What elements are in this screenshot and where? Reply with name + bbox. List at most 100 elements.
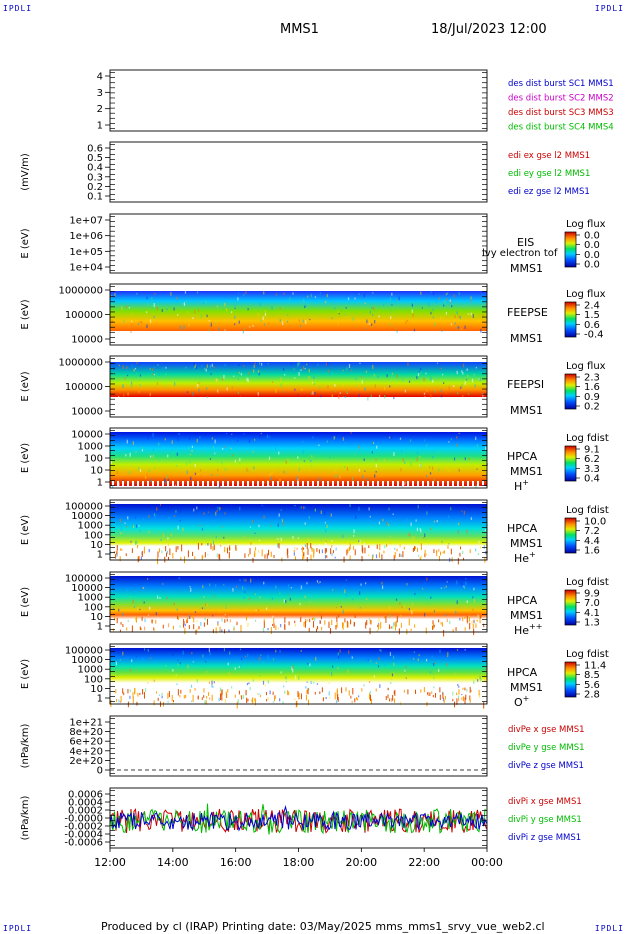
hpca_h-texture-cell [166, 475, 168, 479]
hpca_hepp-texture-cell [449, 620, 451, 625]
feepse-texture-cell [449, 299, 451, 302]
hpca_he-texture-cell [174, 515, 176, 518]
hpca_o-texture-cell [217, 667, 219, 669]
hpca_h-texture-cell [317, 485, 320, 487]
hpca_h-texture-cell [246, 467, 248, 472]
hpca_h-texture-cell [310, 459, 312, 463]
hpca_hepp-texture-cell [472, 608, 474, 612]
hpca_h-texture-cell [243, 433, 245, 435]
feepsi-texture-cell [372, 364, 374, 369]
hpca_o-texture-cell [238, 666, 240, 668]
hpca-h-dot [387, 481, 389, 486]
hpca_h-texture-cell [129, 471, 131, 475]
feepsi-texture-cell [308, 368, 310, 373]
edi-ytick-label: 0.2 [87, 182, 103, 193]
hpca_he-colorbar-tick-label: 7.2 [584, 526, 600, 537]
hpca_he-speckle [324, 548, 326, 554]
hpca_h-texture-cell [287, 458, 289, 461]
hpca_hepp-texture-cell [272, 615, 274, 620]
hpca_hepp-texture-cell [422, 588, 424, 590]
feepsi-colorbar [564, 373, 577, 410]
hpca_o-texture-cell [457, 695, 460, 699]
hpca_hepp-texture-cell [277, 589, 280, 592]
hpca_h-texture-cell [272, 475, 275, 479]
feepsi-texture-cell [348, 364, 351, 368]
hpca_he-texture-cell [349, 504, 351, 507]
hpca_he-texture-cell [410, 522, 412, 527]
hpca_hepp-texture-cell [306, 582, 308, 585]
hpca_o-texture-cell [158, 694, 161, 696]
feepse-texture-cell [480, 328, 482, 333]
hpca_o-texture-cell [267, 654, 269, 659]
hpca_hepp-speckle [425, 627, 427, 634]
feepse-texture-cell [123, 319, 125, 324]
hpca_o-texture-cell [339, 649, 341, 653]
feepsi-texture-cell [246, 377, 248, 381]
hpca_o-texture-cell [432, 673, 434, 675]
hpca_h-ytick-label: 1000 [78, 442, 103, 453]
divpe-legend-green: divPe y gse MMS1 [508, 743, 585, 753]
hpca_hepp-speckle [184, 627, 186, 635]
hpca_o-texture-cell [237, 699, 239, 704]
hpca_he-texture-cell [484, 529, 486, 532]
feepsi-texture-cell [462, 395, 464, 397]
hpca_hepp-speckle [455, 627, 457, 631]
hpca_o-texture-cell [211, 683, 213, 688]
hpca_o-frame [109, 643, 488, 705]
hpca_hepp-speckle [192, 615, 194, 619]
hpca_he-texture-cell [222, 526, 224, 528]
hpca_o-texture-cell [457, 697, 460, 702]
hpca_hepp-speckle [440, 622, 442, 625]
hpca_o-speckle [478, 689, 480, 696]
hpca_he-speckle [137, 556, 139, 563]
feepse-texture-cell [378, 315, 380, 318]
hpca_hepp-texture-cell [285, 600, 287, 604]
hpca_he-texture-cell [149, 553, 151, 556]
feepse-texture-cell [368, 323, 370, 325]
hpca_hepp-texture-cell [243, 596, 245, 599]
hpca_he-texture-cell [125, 525, 127, 528]
hpca_hepp-speckle [380, 621, 382, 629]
feepse-texture-cell [271, 306, 273, 310]
feepse-texture-cell [237, 292, 240, 295]
hpca_h-texture-cell [222, 477, 225, 480]
hpca_he-texture-cell [138, 524, 140, 527]
hpca_o-texture-cell [242, 694, 245, 699]
hpca_o-speckle [203, 688, 205, 693]
hpca_o-texture-cell [439, 649, 441, 654]
feepsi-texture-cell [420, 370, 422, 375]
hpca_o-texture-cell [202, 654, 204, 658]
hpca_hepp-speckle [189, 616, 191, 620]
feepsi-texture-cell [474, 384, 476, 388]
hpca_o-speckle [321, 687, 323, 693]
hpca_hepp-texture-cell [271, 597, 273, 601]
hpca_o-texture-cell [370, 659, 372, 663]
hpca-h-dot [227, 481, 229, 486]
hpca_o-texture-cell [153, 679, 155, 682]
feepsi-texture-cell [149, 368, 151, 370]
hpca_o-texture-cell [172, 653, 174, 656]
hpca_he-spectrogram [110, 504, 487, 558]
hpca_hepp-texture-cell [265, 613, 267, 615]
feepsi-texture-cell [193, 362, 195, 367]
feepsi-texture-cell [139, 384, 141, 387]
hpca_h-texture-cell [263, 453, 265, 456]
feepsi-texture-cell [284, 374, 286, 376]
hpca_h-texture-cell [431, 466, 434, 471]
hpca_o-texture-cell [177, 659, 179, 662]
hpca_he-texture-cell [400, 554, 402, 557]
hpca_he-texture-cell [140, 556, 142, 560]
hpca_hepp-texture-cell [426, 577, 428, 581]
hpca_o-speckle [142, 688, 144, 695]
hpca_he-speckle [349, 555, 351, 560]
hpca_hepp-texture-cell [411, 610, 413, 615]
hpca_he-texture-cell [170, 533, 172, 537]
hpca_h-texture-cell [211, 437, 213, 440]
hpca_he-texture-cell [369, 515, 371, 518]
hpca_o-instrument-label: HPCA [507, 666, 538, 679]
feepse-texture-cell [247, 308, 249, 311]
hpca-h-dot [442, 481, 444, 486]
hpca_h-texture-cell [437, 451, 440, 454]
hpca_hepp-texture-cell [162, 583, 164, 585]
hpca_o-texture-cell [485, 667, 487, 671]
